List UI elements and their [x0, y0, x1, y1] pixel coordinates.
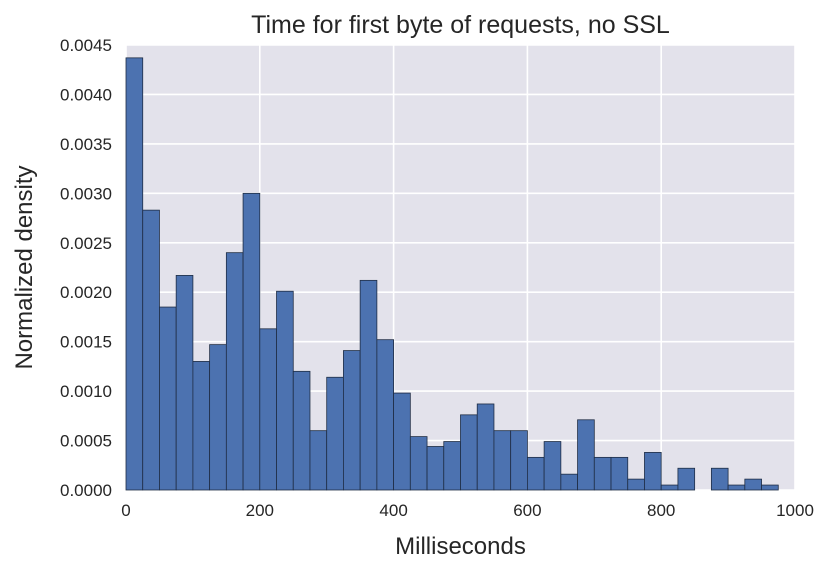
histogram-bar [259, 328, 277, 491]
histogram-bar [175, 275, 194, 491]
y-tick-label: 0.0045 [60, 36, 112, 55]
y-tick-label: 0.0005 [60, 432, 112, 451]
histogram-bar [527, 456, 545, 491]
histogram-bar [242, 192, 261, 491]
histogram-bar [393, 392, 411, 491]
histogram-bar [409, 436, 428, 491]
histogram-bar [710, 467, 729, 491]
histogram-bar [159, 306, 177, 491]
histogram-bar [510, 430, 528, 491]
histogram-bar [560, 473, 578, 491]
y-tick-label: 0.0020 [60, 283, 112, 302]
y-tick-labels: 0.0000 0.0005 0.0010 0.0015 0.0020 0.0025 0.00… [60, 36, 112, 500]
histogram-bar [744, 478, 762, 491]
histogram-bar [660, 484, 679, 491]
x-tick-label: 200 [246, 501, 274, 520]
x-tick-label: 0 [121, 501, 130, 520]
x-tick-label: 600 [513, 501, 541, 520]
histogram-bar [359, 279, 378, 491]
y-tick-label: 0.0025 [60, 234, 112, 253]
histogram-bar [476, 403, 495, 491]
y-tick-label: 0.0035 [60, 135, 112, 154]
histogram-bar [376, 339, 395, 491]
histogram-bar [493, 430, 512, 491]
histogram-bar [443, 441, 461, 491]
histogram-bar [610, 456, 629, 491]
y-axis-label: Normalized density [11, 165, 38, 369]
histogram-bar [426, 446, 445, 491]
histogram-bar [644, 452, 662, 491]
y-tick-label: 0.0015 [60, 333, 112, 352]
histogram-bar [460, 414, 478, 491]
histogram-bar [209, 344, 227, 491]
histogram-bar [326, 376, 344, 491]
y-tick-label: 0.0010 [60, 382, 112, 401]
histogram-bar [593, 456, 612, 491]
y-tick-label: 0.0000 [60, 481, 112, 500]
x-tick-labels: 0 200 400 600 800 1000 [121, 501, 814, 520]
histogram-bar [309, 430, 328, 491]
x-tick-label: 1000 [776, 501, 814, 520]
chart-title: Time for first byte of requests, no SSL [251, 11, 670, 39]
histogram-bar [142, 209, 160, 491]
histogram-bar [225, 252, 244, 491]
histogram-bar [125, 57, 144, 491]
histogram-bar [627, 478, 645, 491]
histogram-bar [292, 370, 311, 491]
x-axis-label: Milliseconds [395, 533, 526, 560]
histogram-bar [727, 484, 746, 491]
y-tick-label: 0.0030 [60, 184, 112, 203]
histogram-bar [543, 441, 562, 491]
histogram-bar [577, 419, 595, 491]
histogram-bars [125, 57, 779, 491]
x-tick-label: 800 [647, 501, 675, 520]
histogram-bar [192, 361, 211, 491]
histogram-bar [276, 290, 294, 491]
histogram-bar [761, 484, 779, 491]
histogram-bar [343, 350, 361, 491]
histogram-bar [677, 467, 696, 491]
y-tick-label: 0.0040 [60, 85, 112, 104]
x-tick-label: 400 [379, 501, 407, 520]
